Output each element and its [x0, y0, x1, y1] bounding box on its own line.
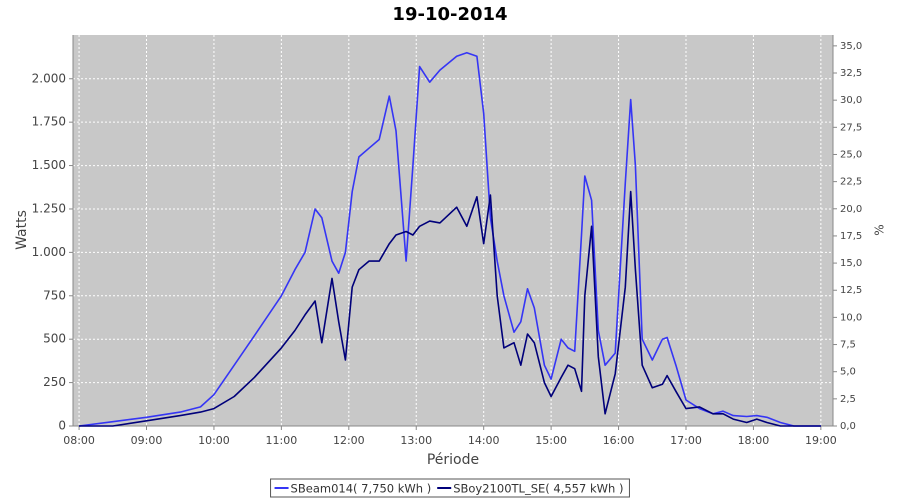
series-line: [78, 51, 821, 427]
y2-tick-label: 10,0: [840, 312, 862, 323]
y2-tick-label: 25,0: [840, 149, 862, 160]
x-tick-label: 13:00: [400, 434, 432, 447]
y-tick-label: 750: [43, 288, 66, 302]
y-tick-label: 1.000: [32, 245, 66, 259]
y2-tick-label: 17,5: [840, 231, 862, 242]
y-tick-label: 250: [43, 375, 66, 389]
x-tick-label: 16:00: [603, 434, 635, 447]
y2-tick-label: 35,0: [840, 41, 862, 52]
x-tick-label: 12:00: [333, 434, 365, 447]
legend-label: SBoy2100TL_SE( 4,557 kWh ): [453, 482, 623, 496]
y2-tick-label: 30,0: [840, 95, 862, 106]
plot-area: [73, 35, 833, 426]
y2-tick-label: 7,5: [840, 340, 856, 351]
y-tick-label: 1.750: [32, 115, 66, 129]
y-tick-label: 2.000: [32, 71, 66, 85]
y2-tick-label: 2,5: [840, 394, 856, 405]
x-tick-label: 09:00: [131, 434, 163, 447]
y-tick-label: 1.250: [32, 201, 66, 215]
y2-tick-label: 32,5: [840, 68, 862, 79]
y2-tick-label: 0,0: [840, 421, 856, 432]
y2-tick-label: 15,0: [840, 258, 862, 269]
x-tick-label: 15:00: [535, 434, 567, 447]
x-tick-label: 14:00: [468, 434, 500, 447]
y-tick-label: 0: [58, 419, 66, 433]
y2-tick-label: 12,5: [840, 285, 862, 296]
x-tick-label: 17:00: [670, 434, 702, 447]
y-axis-label: Watts: [14, 210, 30, 250]
chart-title: 19-10-2014: [392, 4, 507, 25]
series-line: [79, 190, 821, 427]
y-tick-label: 1.500: [32, 158, 66, 172]
y2-tick-label: 20,0: [840, 204, 862, 215]
y2-tick-label: 5,0: [840, 367, 856, 378]
x-tick-label: 18:00: [738, 434, 770, 447]
x-tick-label: 11:00: [266, 434, 298, 447]
x-tick-label: 08:00: [63, 434, 95, 447]
y2-axis-label: %: [873, 224, 887, 235]
x-axis-label: Période: [427, 452, 479, 468]
y2-tick-label: 27,5: [840, 122, 862, 133]
y-tick-label: 500: [43, 332, 66, 346]
y2-tick-label: 22,5: [840, 177, 862, 188]
x-tick-label: 10:00: [198, 434, 230, 447]
legend-label: SBeam014( 7,750 kWh ): [291, 482, 432, 496]
x-tick-label: 19:00: [805, 434, 837, 447]
